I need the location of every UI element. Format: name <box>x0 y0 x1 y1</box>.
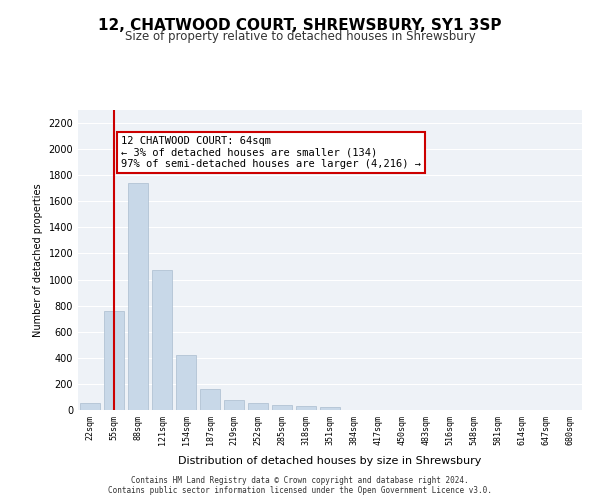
Bar <box>200 389 220 410</box>
Bar <box>272 405 292 410</box>
Bar <box>104 311 124 410</box>
Bar <box>224 400 244 410</box>
Bar <box>248 404 268 410</box>
Bar <box>296 406 316 410</box>
Text: 12, CHATWOOD COURT, SHREWSBURY, SY1 3SP: 12, CHATWOOD COURT, SHREWSBURY, SY1 3SP <box>98 18 502 32</box>
Bar <box>320 408 340 410</box>
Text: Contains HM Land Registry data © Crown copyright and database right 2024.
Contai: Contains HM Land Registry data © Crown c… <box>108 476 492 495</box>
Y-axis label: Number of detached properties: Number of detached properties <box>33 183 43 337</box>
Text: Size of property relative to detached houses in Shrewsbury: Size of property relative to detached ho… <box>125 30 475 43</box>
Bar <box>152 270 172 410</box>
Bar <box>80 403 100 410</box>
X-axis label: Distribution of detached houses by size in Shrewsbury: Distribution of detached houses by size … <box>178 456 482 466</box>
Bar <box>176 355 196 410</box>
Bar <box>128 183 148 410</box>
Text: 12 CHATWOOD COURT: 64sqm
← 3% of detached houses are smaller (134)
97% of semi-d: 12 CHATWOOD COURT: 64sqm ← 3% of detache… <box>121 136 421 170</box>
